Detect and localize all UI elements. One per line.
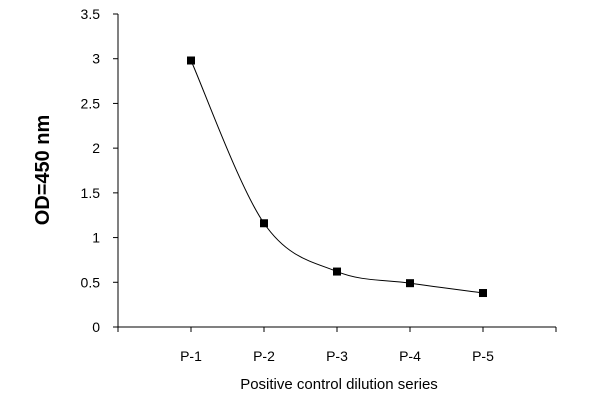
y-ticks: 0 0.5 1 1.5 2 2.5 3 3.5 (81, 6, 118, 335)
x-tick-label: P-3 (326, 348, 348, 364)
y-tick-label: 1.5 (81, 185, 101, 201)
y-axis-title: OD=450 nm (32, 115, 54, 226)
plot-area: 0 0.5 1 1.5 2 2.5 3 3.5 P-1 P-2 P-3 P-4 P-5 (81, 6, 557, 364)
data-point-p-4 (406, 279, 414, 288)
y-tick-label: 2.5 (81, 95, 101, 111)
y-tick-label: 0.5 (81, 274, 101, 290)
data-point-p-1 (187, 56, 195, 65)
y-tick-label: 1 (92, 230, 100, 246)
data-point-p-5 (479, 289, 487, 298)
x-ticks: P-1 P-2 P-3 P-4 P-5 (117, 327, 557, 364)
series-markers (187, 56, 487, 298)
x-axis-title: Positive control dilution series (240, 376, 438, 393)
y-tick-label: 0 (92, 319, 100, 335)
x-tick-label: P-5 (472, 348, 494, 364)
x-tick-label: P-2 (253, 348, 275, 364)
x-tick-label: P-4 (399, 348, 421, 364)
y-tick-label: 3 (92, 51, 100, 67)
data-point-p-3 (333, 267, 341, 276)
y-tick-label: 3.5 (81, 6, 101, 22)
series-line (190, 60, 484, 294)
data-point-p-2 (260, 219, 268, 228)
x-tick-label: P-1 (180, 348, 202, 364)
y-tick-label: 2 (92, 140, 100, 156)
